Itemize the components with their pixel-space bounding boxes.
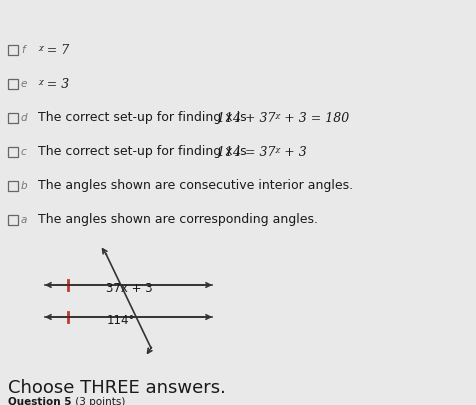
Bar [8,79,18,89]
Text: 37x + 3: 37x + 3 [106,282,153,295]
Text: Question 5: Question 5 [8,397,71,405]
Text: c: c [21,147,27,157]
Text: ᵡ = 3: ᵡ = 3 [38,77,69,90]
Bar [8,181,18,191]
Text: 114 = 37ᵡ + 3: 114 = 37ᵡ + 3 [218,145,307,158]
Text: Choose THREE answers.: Choose THREE answers. [8,379,226,397]
Text: (3 points): (3 points) [72,397,126,405]
Text: ᵡ = 7: ᵡ = 7 [38,43,69,57]
Text: The correct set-up for finding x is: The correct set-up for finding x is [38,145,255,158]
Text: b: b [21,181,28,191]
Text: d: d [21,113,28,123]
Bar [8,147,18,157]
Text: The correct set-up for finding x is: The correct set-up for finding x is [38,111,255,124]
Text: The angles shown are consecutive interior angles.: The angles shown are consecutive interio… [38,179,353,192]
Text: The angles shown are corresponding angles.: The angles shown are corresponding angle… [38,213,318,226]
Bar [8,113,18,123]
Text: a: a [21,215,28,225]
Text: e: e [21,79,28,89]
Bar [8,45,18,55]
Text: 114°: 114° [107,314,135,327]
Bar [8,215,18,225]
Text: f: f [21,45,25,55]
Text: 114 + 37ᵡ + 3 = 180: 114 + 37ᵡ + 3 = 180 [218,111,350,124]
